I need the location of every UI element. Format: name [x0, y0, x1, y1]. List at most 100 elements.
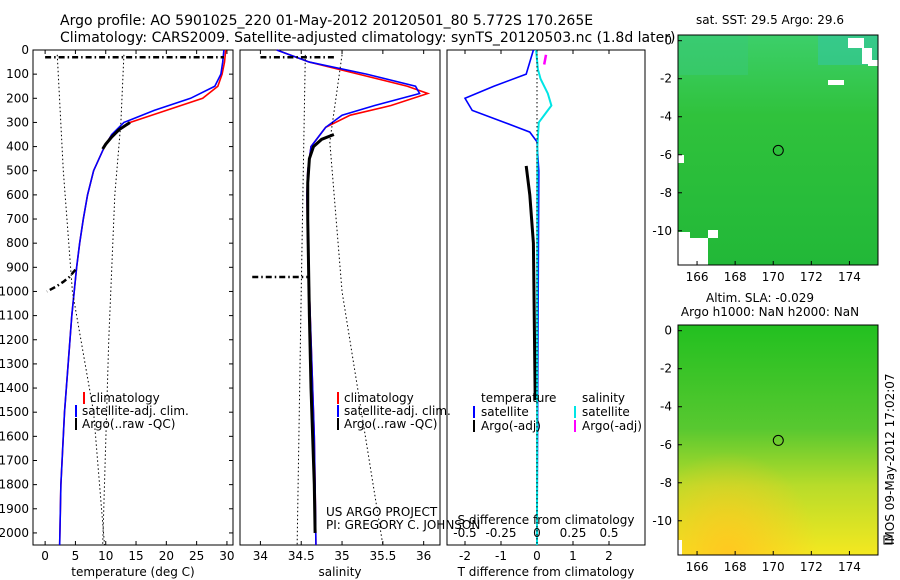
legend-label-satellite: satellite-adj. clim. [344, 404, 451, 418]
sla-map-land [678, 540, 682, 555]
x-tick-label: -1 [495, 549, 507, 563]
y-tick-label: 1900 [0, 502, 29, 516]
x-tick-label: 36 [416, 549, 431, 563]
series-line-temperature-satellite [463, 49, 540, 546]
series-line-temperature-argo-adj- [524, 165, 537, 401]
y-tick-label: 0 [21, 43, 29, 57]
x-tick-label: 2 [605, 549, 613, 563]
map-x-tick-label: 168 [724, 560, 747, 574]
sst-map-title: sat. SST: 29.5 Argo: 29.6 [696, 13, 844, 27]
credit-line-1: US ARGO PROJECT [326, 505, 438, 519]
y-tick-label: 1200 [0, 333, 29, 347]
y-tick-label: 2000 [0, 526, 29, 540]
x-tick-label: 20 [159, 549, 174, 563]
legend-label-satellite: satellite-adj. clim. [82, 404, 189, 418]
sst-map-cool-patch [678, 35, 748, 75]
y-tick-label: 900 [6, 260, 29, 274]
s-tick-label: 0.5 [599, 526, 618, 540]
map-y-tick-label: -4 [660, 400, 672, 414]
legend-label-climatology: climatology [344, 391, 414, 405]
map-y-tick-label: 0 [664, 34, 672, 48]
s-tick-label: -0.25 [485, 526, 516, 540]
map-x-tick-label: 170 [762, 560, 785, 574]
x-tick-label: 35 [334, 549, 349, 563]
sst-map-land [848, 38, 864, 48]
s-tick-label: -0.5 [453, 526, 476, 540]
map-x-tick-label: 166 [686, 560, 709, 574]
sst-map-land [678, 232, 690, 265]
map-y-tick-label: -8 [660, 186, 672, 200]
sst-map-frame [677, 34, 879, 266]
map-x-tick-label: 172 [800, 560, 823, 574]
y-tick-label: 1800 [0, 478, 29, 492]
temperature-legend: climatology satellite-adj. clim. Argo(..… [75, 391, 189, 431]
map-x-tick-label: 172 [800, 270, 823, 284]
x-tick-label: 0 [41, 549, 49, 563]
x-tick-label: 34.5 [288, 549, 315, 563]
legend-label-sal-satellite: satellite [582, 405, 630, 419]
series-line-climatology [58, 49, 227, 546]
legend-salinity-header: salinity [582, 391, 625, 405]
sst-map-land [868, 60, 878, 66]
y-tick-label: 1300 [0, 357, 29, 371]
map-x-tick-label: 168 [724, 270, 747, 284]
series-line-satellite-adj-clim- [58, 49, 225, 546]
credit-line-2: PI: GREGORY C. JOHNSON [326, 518, 480, 532]
map-y-tick-label: -2 [660, 362, 672, 376]
map-y-tick-label: -10 [652, 514, 672, 528]
x-tick-label: 15 [128, 549, 143, 563]
x-tick-label: 1 [569, 549, 577, 563]
series-line-argo-raw-qc- [306, 133, 335, 533]
x-axis-title-t-difference: T difference from climatology [457, 565, 635, 579]
x-axis-title-salinity: salinity [318, 565, 361, 579]
difference-legend: temperature satellite Argo(-adj) salinit… [473, 391, 642, 433]
sla-map-axes: 166 168 170 172 174 0 -2 -4 -6 -8 -10 [652, 324, 860, 574]
legend-temperature-header: temperature [481, 391, 556, 405]
series-line-argo-raw-qc- [101, 121, 131, 150]
map-y-tick-label: -6 [660, 148, 672, 162]
s-tick-label: 0.25 [560, 526, 587, 540]
series-line-argo-raw-fragment [46, 268, 77, 293]
map-x-tick-label: 166 [686, 270, 709, 284]
y-tick-label: 600 [6, 188, 29, 202]
x-tick-label: -2 [459, 549, 471, 563]
y-tick-label: 1000 [0, 284, 29, 298]
series-line-climatology [276, 49, 431, 546]
x-tick-label: 0 [533, 549, 541, 563]
x-tick-label: 34 [253, 549, 268, 563]
x-tick-label: 30 [219, 549, 234, 563]
salinity-legend: climatology satellite-adj. clim. Argo(..… [337, 391, 451, 431]
y-tick-label: 200 [6, 91, 29, 105]
legend-label-temp-argo: Argo(-adj) [481, 419, 541, 433]
map-y-tick-label: -4 [660, 110, 672, 124]
temperature-plot: 0100200300400500600700800900100011001200… [0, 43, 235, 563]
series-line-std-bound-right [102, 54, 125, 546]
map-y-tick-label: -6 [660, 438, 672, 452]
sla-map-subtitle: Argo h1000: NaN h2000: NaN [681, 305, 859, 319]
argo-location-marker [772, 434, 784, 446]
difference-panel-frame [446, 49, 646, 546]
y-tick-label: 700 [6, 212, 29, 226]
sla-map [677, 324, 879, 556]
y-tick-label: 1400 [0, 381, 29, 395]
y-tick-label: 800 [6, 236, 29, 250]
legend-label-argo: Argo(..raw -QC) [344, 417, 437, 431]
imos-logo-icon [883, 535, 893, 545]
series-line-std-bound-right [329, 54, 384, 546]
series-line-std-bound-left [56, 54, 106, 546]
x-tick-label: 5 [72, 549, 80, 563]
x-axis-title-s-difference: S difference from climatology [458, 513, 635, 527]
sla-map-title: Altim. SLA: -0.029 [706, 291, 814, 305]
map-y-tick-label: -10 [652, 224, 672, 238]
sst-map-land [678, 155, 684, 163]
map-y-tick-label: 0 [664, 324, 672, 338]
map-x-tick-label: 170 [762, 270, 785, 284]
x-axis-title-temperature: temperature (deg C) [71, 565, 194, 579]
sst-map-axes: 166 168 170 172 174 0 -2 -4 -6 -8 -10 [652, 34, 860, 284]
y-tick-label: 1500 [0, 405, 29, 419]
legend-label-temp-satellite: satellite [481, 405, 529, 419]
y-tick-label: 1600 [0, 429, 29, 443]
sst-map-land [708, 230, 718, 238]
title-line-1: Argo profile: AO 5901025_220 01-May-2012… [60, 13, 594, 29]
